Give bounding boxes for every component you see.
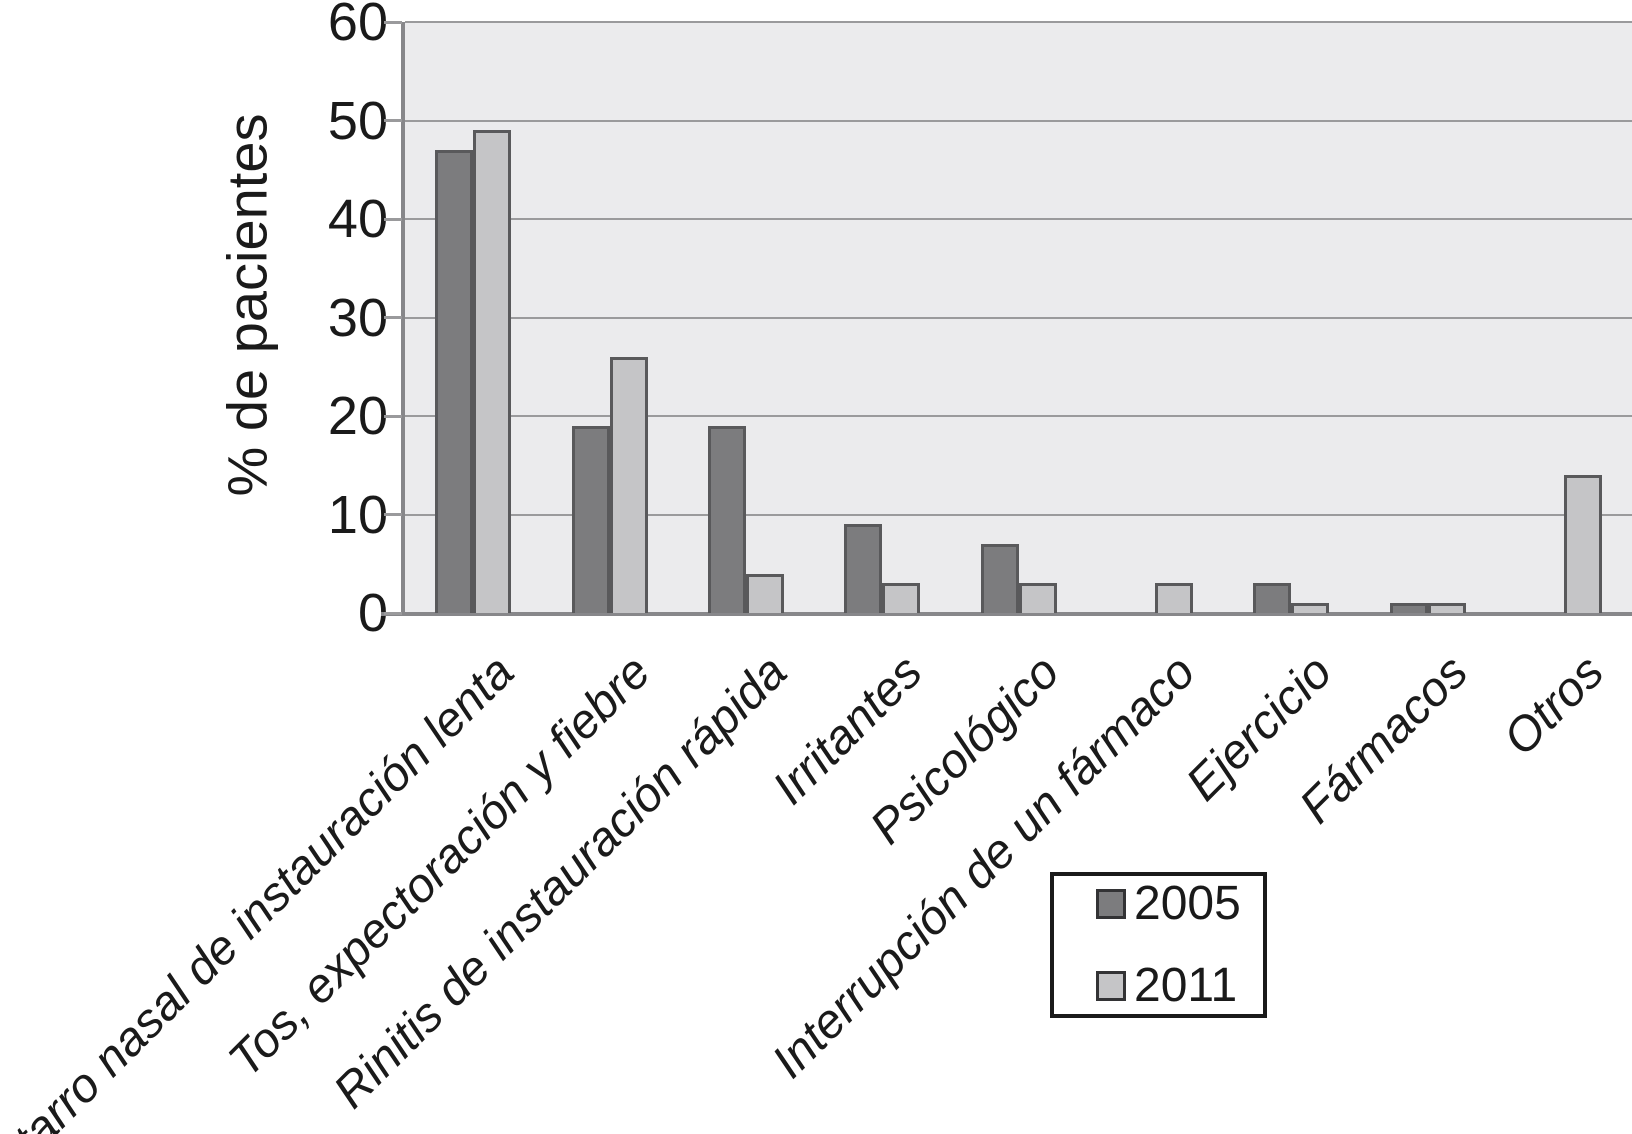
plot-area [381, 20, 1632, 616]
y-tick-labels: 0 10 20 30 40 50 60 [238, 0, 388, 640]
y-tick-label-40: 40 [327, 189, 388, 249]
y-tick-20 [384, 414, 402, 418]
y-tick-label-10: 10 [327, 484, 388, 545]
bar-2005-2 [571, 425, 610, 613]
bar-2011-6 [1154, 583, 1193, 613]
x-axis-line [381, 612, 1632, 616]
bar-2005-3 [707, 425, 746, 613]
y-tick-60 [384, 20, 402, 24]
bar-2005-7 [1253, 583, 1292, 613]
bar-2011-8 [1427, 603, 1466, 613]
y-tick-0 [384, 611, 402, 615]
y-tick-label-50: 50 [327, 90, 388, 151]
bar-2011-3 [745, 573, 784, 613]
bar-2005-8 [1389, 603, 1428, 613]
y-tick-30 [384, 316, 402, 319]
y-tick-label-30: 30 [327, 287, 388, 348]
legend-box: 2005 2011 [1050, 872, 1267, 1018]
y-tick-label-0: 0 [357, 583, 388, 643]
bar-2011-2 [609, 356, 648, 613]
bar-2005-1 [435, 150, 474, 613]
y-tick-50 [384, 119, 402, 122]
y-axis-line [401, 22, 405, 613]
y-tick-label-20: 20 [327, 386, 388, 446]
legend-swatch-2011 [1096, 971, 1126, 1001]
legend-item-2011: 2011 [1096, 962, 1263, 1010]
bar-2011-5 [1018, 583, 1057, 613]
gridline-20 [405, 415, 1632, 417]
gridline-60 [405, 21, 1632, 23]
bar-2011-9 [1563, 475, 1602, 613]
gridline-50 [405, 119, 1632, 122]
legend-swatch-2005 [1096, 889, 1126, 919]
legend-label-2005: 2005 [1134, 877, 1241, 930]
x-axis-label-9: Otros [1494, 645, 1615, 766]
y-tick-40 [384, 217, 402, 221]
legend-item-2005: 2005 [1096, 880, 1263, 928]
gridline-40 [405, 218, 1632, 220]
legend-label-2011: 2011 [1134, 959, 1238, 1012]
bar-2005-4 [844, 524, 883, 613]
y-tick-label-60: 60 [327, 0, 388, 52]
bar-2011-1 [473, 130, 512, 613]
gridline-10 [405, 513, 1632, 516]
gridline-30 [405, 316, 1632, 319]
bar-2005-5 [980, 544, 1019, 613]
bar-2011-4 [882, 583, 921, 613]
bar-2011-7 [1291, 603, 1330, 613]
y-tick-10 [384, 513, 402, 516]
